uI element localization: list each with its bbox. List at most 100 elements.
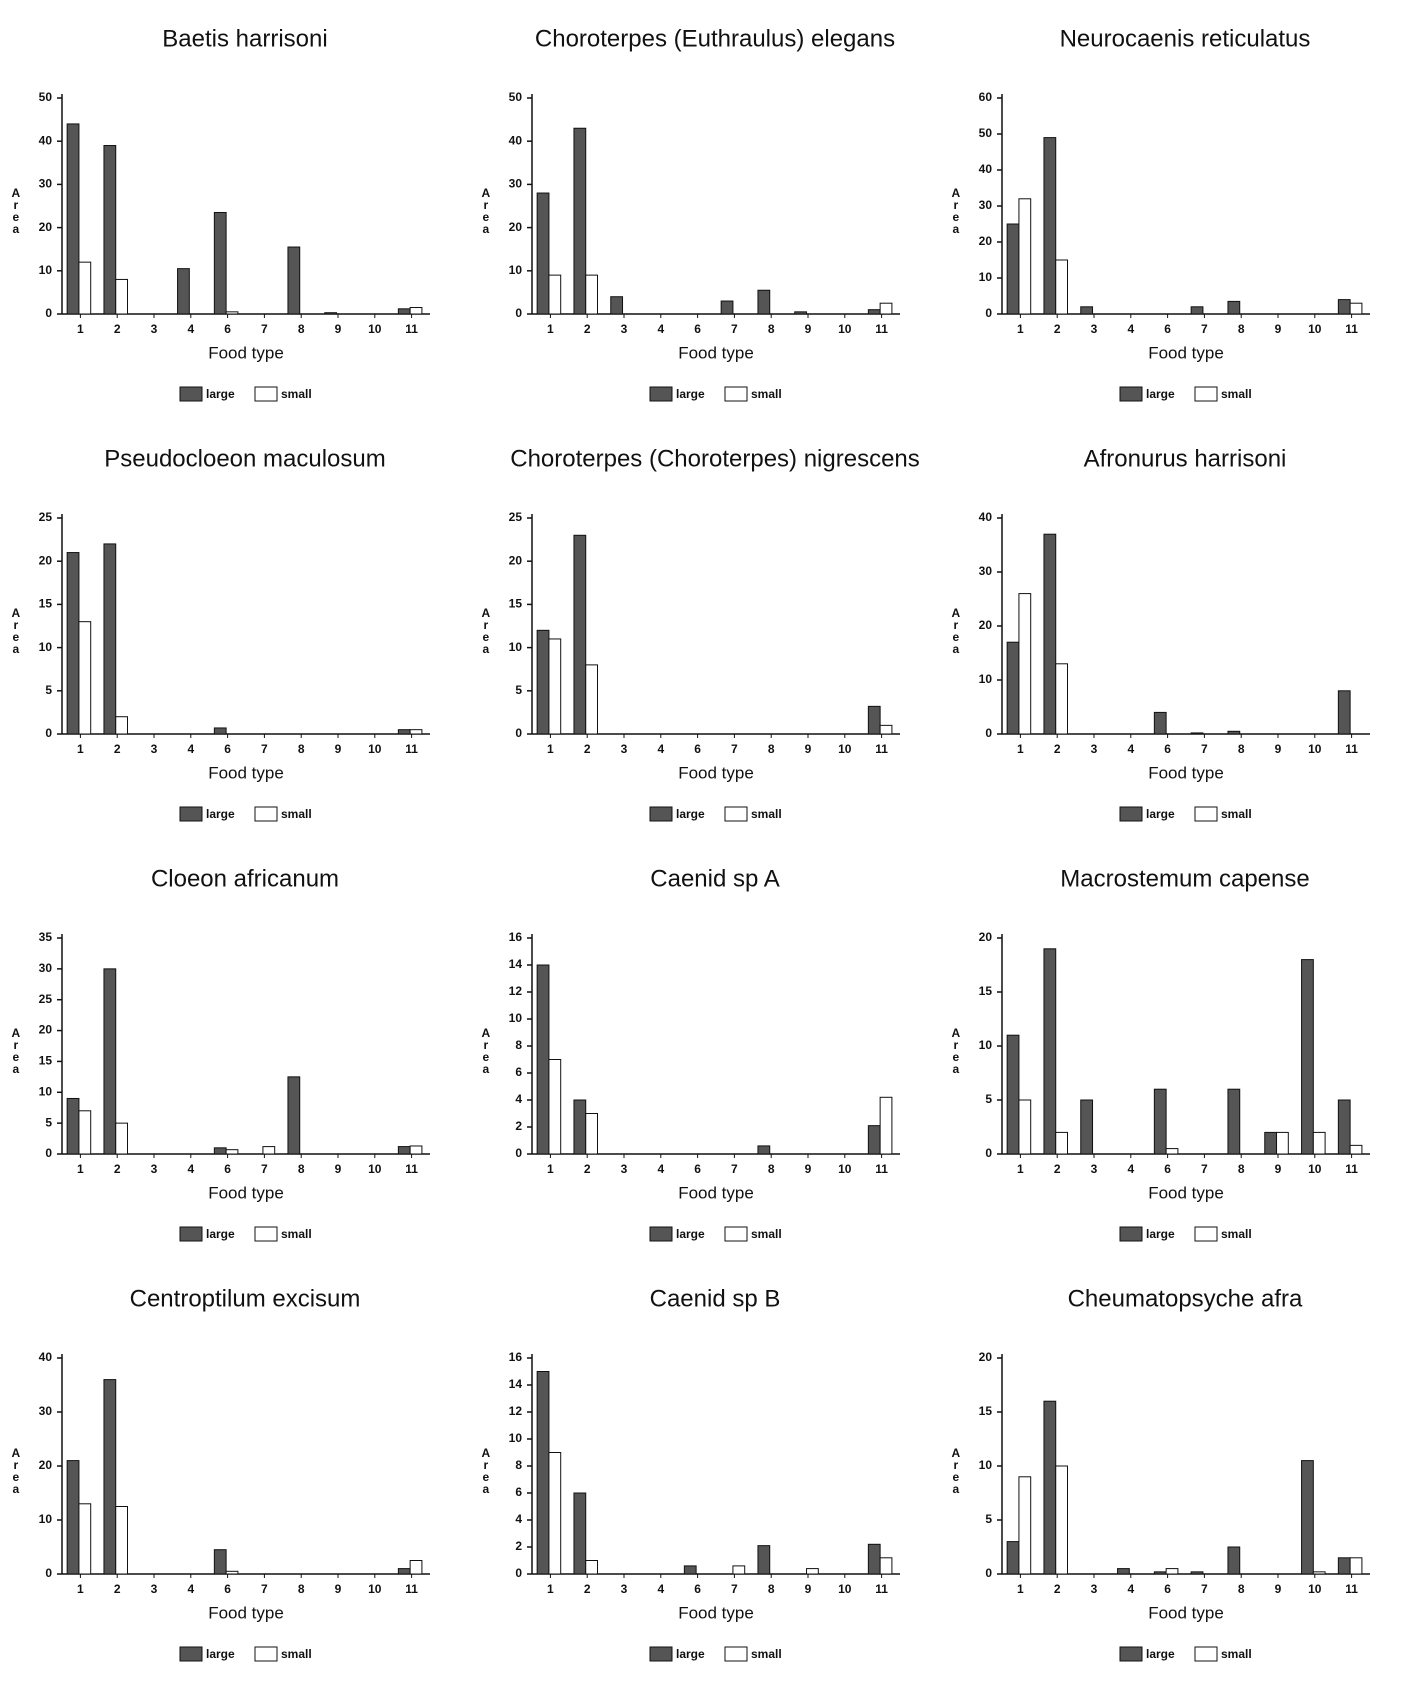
- bar: [1228, 301, 1240, 314]
- y-tick-label: 50: [509, 90, 523, 104]
- chart-title: Cloeon africanum: [151, 865, 339, 892]
- bar: [549, 639, 561, 734]
- x-tick-label: 2: [584, 322, 591, 336]
- bar: [263, 1147, 275, 1154]
- bar: [1081, 307, 1093, 314]
- x-tick-label: 7: [731, 742, 738, 756]
- bar: [758, 1546, 770, 1574]
- legend-swatch: [725, 387, 747, 401]
- bar: [880, 1097, 892, 1154]
- bar: [1265, 1132, 1277, 1154]
- bar: [67, 1461, 79, 1574]
- x-tick-label: 1: [77, 742, 84, 756]
- x-tick-label: 11: [405, 322, 418, 336]
- x-tick-label: 6: [224, 1162, 231, 1176]
- chart-title: Cheumatopsyche afra: [1068, 1285, 1303, 1312]
- bar: [1056, 1466, 1068, 1574]
- x-tick-label: 4: [187, 322, 194, 336]
- y-tick-label: 10: [39, 1084, 53, 1098]
- legend-swatch: [255, 1647, 277, 1661]
- x-tick-label: 10: [838, 1162, 852, 1176]
- legend-swatch: [255, 807, 277, 821]
- y-tick-label: 35: [39, 930, 53, 944]
- x-tick-label: 1: [547, 742, 554, 756]
- bar: [178, 269, 190, 314]
- x-tick-label: 1: [77, 322, 84, 336]
- bar: [537, 630, 549, 734]
- legend-label: large: [206, 1647, 235, 1661]
- bar: [1019, 1100, 1031, 1154]
- legend-label: large: [1146, 807, 1175, 821]
- x-tick-label: 4: [187, 742, 194, 756]
- bar: [410, 1561, 422, 1575]
- x-tick-label: 10: [1308, 1162, 1322, 1176]
- y-tick-label: 40: [979, 162, 993, 176]
- legend-swatch: [1195, 387, 1217, 401]
- chart-title: Centroptilum excisum: [130, 1285, 361, 1312]
- y-tick-label: 15: [979, 984, 993, 998]
- y-tick-label: 40: [509, 133, 523, 147]
- y-axis-label: Area: [9, 606, 23, 654]
- bar: [1056, 260, 1068, 314]
- x-axis-label: Food type: [208, 343, 284, 362]
- bar: [1007, 1542, 1019, 1574]
- x-tick-label: 1: [1017, 1582, 1024, 1596]
- y-tick-label: 20: [509, 220, 523, 234]
- y-tick-label: 10: [979, 1038, 993, 1052]
- legend-label: small: [281, 387, 312, 401]
- bar: [1081, 1100, 1093, 1154]
- bar: [537, 193, 549, 314]
- bar: [1154, 1089, 1166, 1154]
- x-axis-label: Food type: [678, 343, 754, 362]
- bar: [807, 1569, 819, 1574]
- legend-label: large: [676, 1227, 705, 1241]
- bar: [226, 312, 238, 314]
- bar: [1313, 1572, 1325, 1574]
- x-tick-label: 11: [405, 742, 418, 756]
- legend-swatch: [1120, 1227, 1142, 1241]
- bar: [398, 309, 410, 314]
- y-tick-label: 4: [515, 1512, 522, 1526]
- legend-label: large: [1146, 387, 1175, 401]
- bar: [67, 124, 79, 314]
- y-tick-label: 20: [39, 1023, 53, 1037]
- legend-label: large: [1146, 1227, 1175, 1241]
- y-tick-label: 10: [39, 1512, 53, 1526]
- bar: [104, 969, 116, 1154]
- x-tick-label: 3: [621, 1582, 628, 1596]
- x-tick-label: 11: [405, 1162, 418, 1176]
- bar: [586, 1561, 598, 1575]
- y-tick-label: 50: [39, 90, 53, 104]
- bar: [226, 1571, 238, 1574]
- bar: [880, 303, 892, 314]
- y-tick-label: 2: [515, 1539, 522, 1553]
- x-tick-label: 6: [1164, 322, 1171, 336]
- bar: [398, 1147, 410, 1154]
- bar: [1019, 199, 1031, 314]
- y-tick-label: 15: [509, 597, 523, 611]
- x-tick-label: 2: [114, 742, 121, 756]
- x-axis-label: Food type: [1148, 1183, 1224, 1202]
- x-tick-label: 11: [1345, 322, 1358, 336]
- legend-swatch: [180, 387, 202, 401]
- x-tick-label: 11: [875, 322, 888, 336]
- legend-swatch: [650, 1647, 672, 1661]
- bar: [1007, 224, 1019, 314]
- legend-label: large: [676, 387, 705, 401]
- bar: [586, 275, 598, 314]
- bar: [758, 1146, 770, 1154]
- legend-swatch: [180, 1227, 202, 1241]
- y-tick-label: 30: [39, 177, 53, 191]
- y-tick-label: 30: [979, 198, 993, 212]
- x-tick-label: 7: [261, 1162, 268, 1176]
- x-tick-label: 8: [1238, 742, 1245, 756]
- x-tick-label: 2: [1054, 1582, 1061, 1596]
- y-tick-label: 12: [509, 1404, 523, 1418]
- x-tick-label: 4: [657, 322, 664, 336]
- bar: [79, 622, 91, 734]
- x-tick-label: 1: [1017, 322, 1024, 336]
